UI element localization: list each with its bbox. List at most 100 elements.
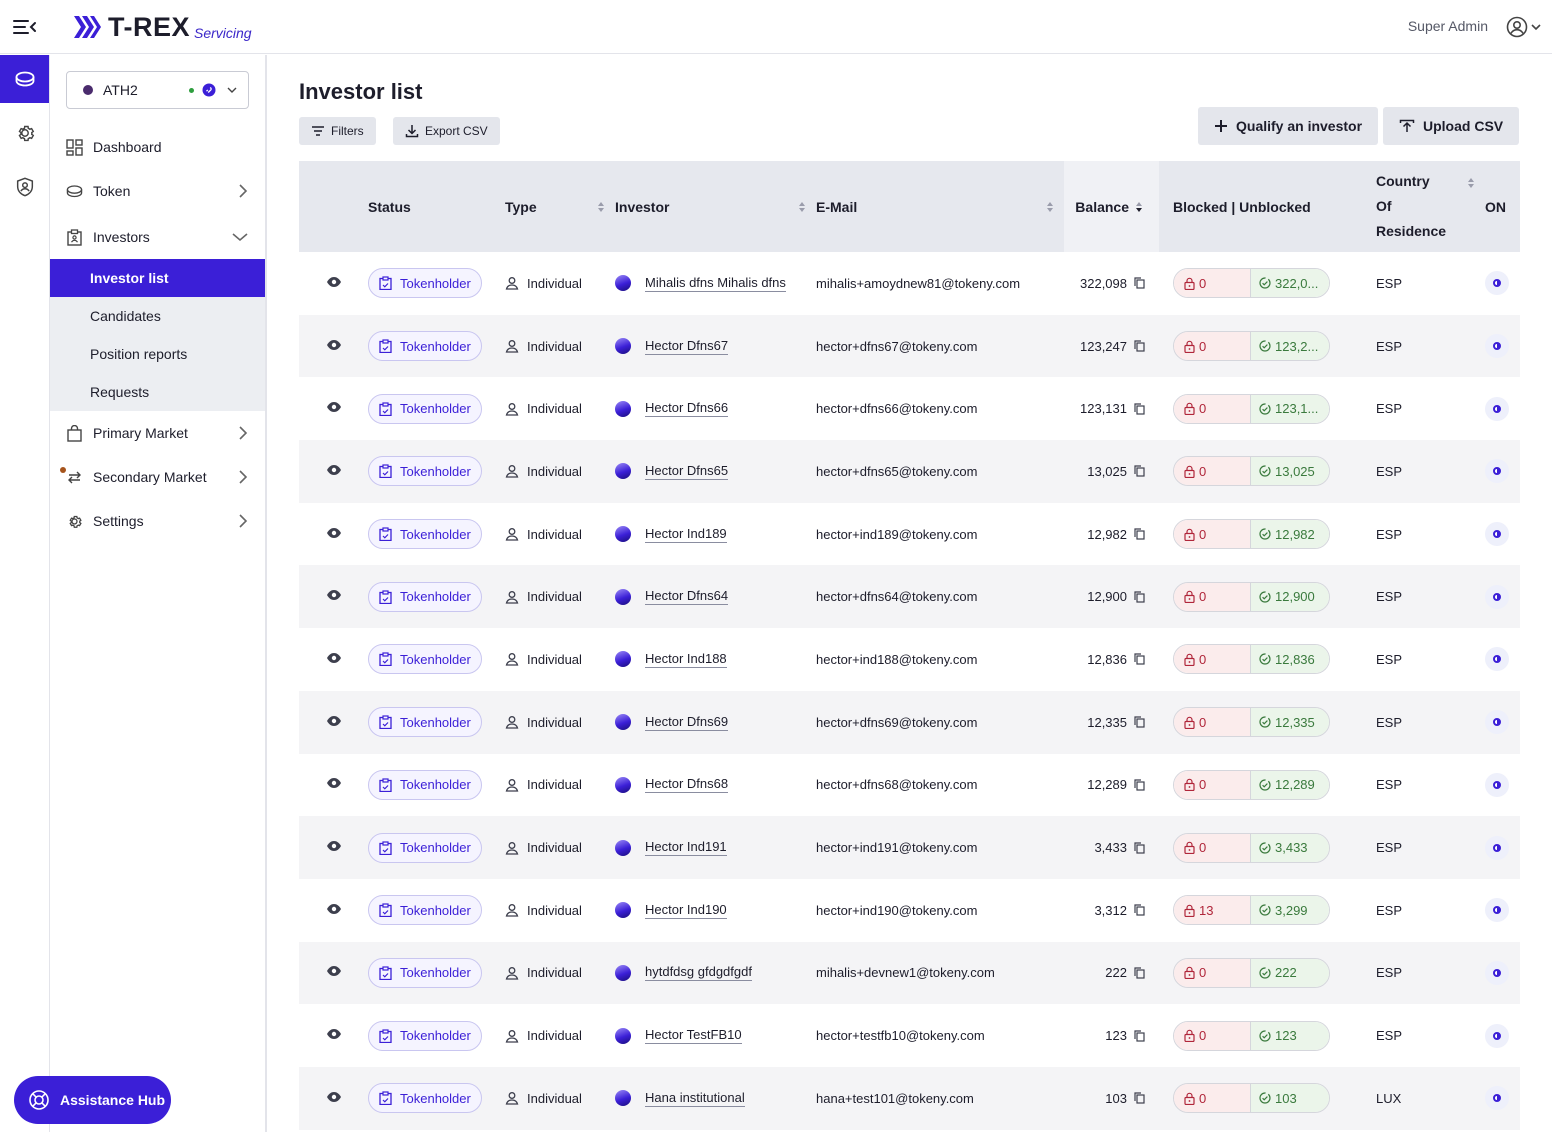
investor-name-link[interactable]: Hana institutional [645, 1089, 745, 1107]
copy-icon[interactable] [1134, 841, 1145, 854]
investor-name-link[interactable]: Mihalis dfns Mihalis dfns [645, 274, 786, 292]
status-badge[interactable]: Tokenholder [368, 832, 482, 863]
onchain-status-icon[interactable] [1485, 1023, 1509, 1048]
user-menu-button[interactable] [1506, 14, 1546, 40]
sidebar-item-token[interactable]: Token [50, 169, 265, 213]
status-badge[interactable]: Tokenholder [368, 331, 482, 362]
view-investor-cell[interactable] [299, 440, 368, 503]
column-header-country[interactable]: Country Of Residence [1376, 161, 1485, 252]
onchain-status-icon[interactable] [1485, 772, 1509, 797]
collapse-menu-icon[interactable] [12, 15, 38, 39]
qualify-investor-button[interactable]: Qualify an investor [1198, 107, 1379, 145]
onchain-status-icon[interactable] [1485, 710, 1509, 735]
export-csv-button[interactable]: Export CSV [393, 117, 500, 145]
table-row[interactable]: Tokenholder Individual Hector Dfns65 hec… [299, 440, 1520, 503]
eye-icon[interactable] [326, 965, 342, 977]
view-investor-cell[interactable] [299, 1067, 368, 1130]
sidebar-item-investors[interactable]: Investors [50, 215, 265, 259]
rail-security-button[interactable] [0, 163, 49, 211]
table-row[interactable]: Tokenholder Individual Hector Dfns68 hec… [299, 754, 1520, 817]
onchain-status-icon[interactable] [1485, 459, 1509, 484]
investor-name-link[interactable]: Hector Ind191 [645, 839, 727, 857]
table-row[interactable]: Tokenholder Individual Hector Ind190 hec… [299, 879, 1520, 942]
view-investor-cell[interactable] [299, 691, 368, 754]
view-investor-cell[interactable] [299, 377, 368, 440]
onchain-status-icon[interactable] [1485, 1086, 1509, 1111]
onchain-status-icon[interactable] [1485, 271, 1509, 296]
copy-icon[interactable] [1134, 465, 1145, 478]
sidebar-item-primary-market[interactable]: Primary Market [50, 411, 265, 455]
status-badge[interactable]: Tokenholder [368, 519, 482, 550]
eye-icon[interactable] [326, 1028, 342, 1040]
investor-name-link[interactable]: Hector Ind190 [645, 901, 727, 919]
copy-icon[interactable] [1134, 1029, 1145, 1042]
eye-icon[interactable] [326, 589, 342, 601]
table-row[interactable]: Tokenholder Individual Hector Dfns67 hec… [299, 314, 1520, 378]
onchain-status-icon[interactable] [1485, 647, 1509, 672]
sidebar-subitem-investor-list[interactable]: Investor list [50, 259, 265, 297]
investor-name-link[interactable]: Hector Dfns65 [645, 462, 729, 480]
column-header-type[interactable]: Type [505, 161, 615, 252]
investor-name-link[interactable]: Hector Dfns68 [645, 776, 729, 794]
status-badge[interactable]: Tokenholder [368, 1083, 482, 1114]
investor-name-link[interactable]: Hector Ind188 [645, 650, 727, 668]
status-badge[interactable]: Tokenholder [368, 581, 482, 612]
eye-icon[interactable] [326, 339, 342, 351]
view-investor-cell[interactable] [299, 315, 368, 378]
investor-table-container[interactable]: Status Type Investor E-Mail Balance Bloc… [299, 161, 1520, 1132]
table-row[interactable]: Tokenholder Individual Mihalis dfns Miha… [299, 252, 1520, 315]
status-badge[interactable]: Tokenholder [368, 895, 482, 926]
copy-icon[interactable] [1134, 653, 1145, 666]
status-badge[interactable]: Tokenholder [368, 707, 482, 738]
copy-icon[interactable] [1134, 779, 1145, 791]
status-badge[interactable]: Tokenholder [368, 644, 482, 675]
column-header-email[interactable]: E-Mail [816, 161, 1064, 252]
onchain-status-icon[interactable] [1485, 334, 1509, 359]
sort-desc-icon[interactable] [1135, 201, 1143, 213]
investor-name-link[interactable]: Hector Dfns64 [645, 588, 729, 606]
onchain-status-icon[interactable] [1485, 835, 1509, 860]
table-row[interactable]: Tokenholder Individual Hector Ind191 hec… [299, 816, 1520, 879]
status-badge[interactable]: Tokenholder [368, 957, 482, 988]
sidebar-item-dashboard[interactable]: Dashboard [50, 125, 265, 169]
status-badge[interactable]: Tokenholder [368, 769, 482, 800]
table-row[interactable]: Tokenholder Individual Hector Ind188 hec… [299, 628, 1520, 691]
eye-icon[interactable] [326, 527, 342, 539]
sort-icon[interactable] [597, 201, 605, 213]
copy-icon[interactable] [1134, 716, 1145, 728]
eye-icon[interactable] [326, 840, 342, 852]
upload-csv-button[interactable]: Upload CSV [1383, 107, 1520, 145]
copy-icon[interactable] [1134, 277, 1145, 289]
investor-name-link[interactable]: Hector Dfns66 [645, 400, 729, 418]
investor-name-link[interactable]: Hector Dfns67 [645, 337, 729, 355]
copy-icon[interactable] [1134, 591, 1145, 603]
investor-name-link[interactable]: hytdfdsg gfdgdfgdf [645, 964, 752, 982]
onchain-status-icon[interactable] [1485, 960, 1509, 985]
copy-icon[interactable] [1134, 1092, 1145, 1104]
table-row[interactable]: Tokenholder Individual Hana institutiona… [299, 1066, 1520, 1130]
view-investor-cell[interactable] [299, 1004, 368, 1067]
table-row[interactable]: Tokenholder Individual hytdfdsg gfdgdfgd… [299, 941, 1520, 1005]
table-row[interactable]: Tokenholder Individual Hector Ind189 hec… [299, 503, 1520, 566]
eye-icon[interactable] [326, 401, 342, 413]
sidebar-subitem-requests[interactable]: Requests [90, 384, 150, 400]
rail-settings-button[interactable] [0, 109, 49, 157]
investor-name-link[interactable]: Hector Ind189 [645, 525, 727, 543]
view-investor-cell[interactable] [299, 503, 368, 566]
filters-button[interactable]: Filters [299, 117, 376, 145]
status-badge[interactable]: Tokenholder [368, 393, 482, 424]
view-investor-cell[interactable] [299, 565, 368, 628]
table-row[interactable]: Tokenholder Individual Hector Dfns66 hec… [299, 377, 1520, 440]
sidebar-subitem-candidates[interactable]: Candidates [90, 308, 161, 324]
token-selector[interactable]: ATH2 [66, 71, 249, 109]
eye-icon[interactable] [326, 276, 342, 288]
copy-icon[interactable] [1134, 967, 1145, 979]
column-header-investor[interactable]: Investor [615, 161, 816, 252]
logo[interactable]: T-REX Servicing [72, 10, 252, 44]
view-investor-cell[interactable] [299, 252, 368, 315]
sidebar-item-settings[interactable]: Settings [50, 499, 265, 543]
eye-icon[interactable] [326, 715, 342, 727]
eye-icon[interactable] [326, 464, 342, 476]
copy-icon[interactable] [1134, 340, 1145, 352]
onchain-status-icon[interactable] [1485, 898, 1509, 923]
